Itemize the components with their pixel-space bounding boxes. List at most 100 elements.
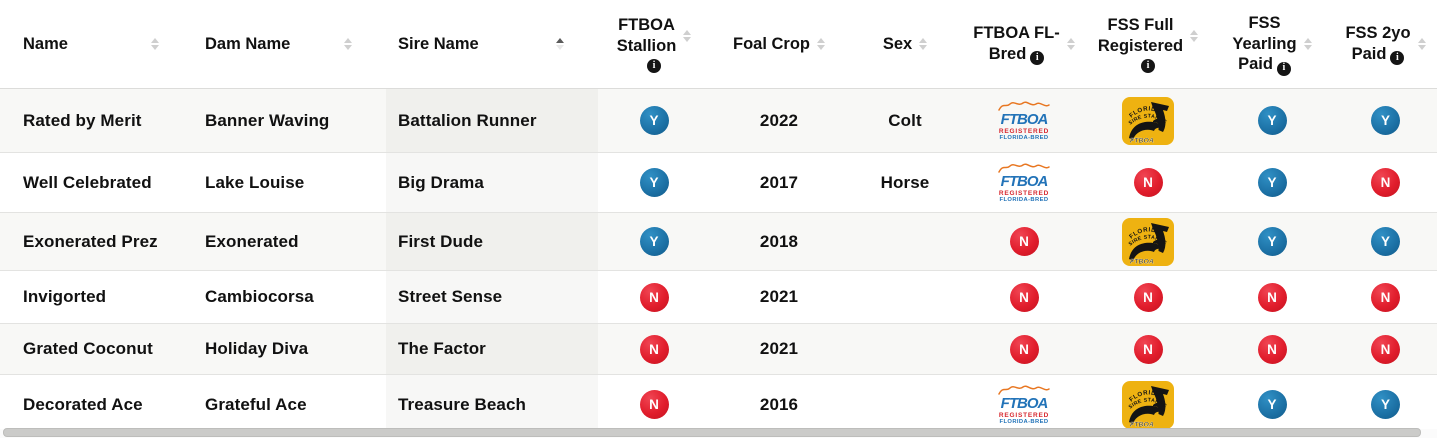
- yes-badge: Y: [639, 168, 669, 197]
- horizontal-scrollbar[interactable]: [0, 428, 1437, 438]
- cell-sex: [848, 324, 962, 374]
- cell-foal-crop: 2018: [759, 231, 799, 251]
- svg-text:FTBOA: FTBOA: [1130, 137, 1154, 144]
- column-header-ftboa-stallion[interactable]: FTBOA Stallion i: [598, 0, 710, 88]
- cell-dam-name: Cambiocorsa: [205, 287, 314, 306]
- column-label: FSS Full Registered: [1097, 15, 1184, 55]
- no-badge: N: [1133, 168, 1163, 197]
- florida-state-icon: [1151, 222, 1169, 253]
- no-badge: N: [639, 282, 669, 312]
- cell-sex: Horse: [880, 172, 930, 192]
- fss-2yo-paid-flag: Y: [1334, 89, 1437, 152]
- column-header-fss-full-registered[interactable]: FSS Full Registered i: [1086, 0, 1210, 88]
- scrollbar-thumb[interactable]: [3, 428, 1421, 437]
- column-header-dam-name[interactable]: Dam Name: [193, 0, 386, 88]
- sort-icon[interactable]: [1303, 38, 1312, 50]
- fss-full-registered-flag: FLORIDA SIRE STAKES FTBOA: [1086, 375, 1210, 434]
- column-header-fss-yearling-paid[interactable]: FSS Yearling Paid i: [1210, 0, 1334, 88]
- yes-badge: Y: [1257, 168, 1287, 197]
- cell-foal-crop: 2022: [759, 110, 799, 130]
- fss-yearling-paid-flag: Y: [1210, 375, 1334, 434]
- ftboa-fl-bred-flag: N: [962, 324, 1086, 374]
- florida-sire-stakes-logo: FLORIDA SIRE STAKES FTBOA: [1122, 96, 1174, 145]
- sort-icon[interactable]: [1417, 38, 1426, 50]
- no-badge: N: [1009, 227, 1039, 256]
- fss-yearling-paid-flag: N: [1210, 271, 1334, 323]
- cell-sire-name: Big Drama: [386, 153, 598, 212]
- ftboa-horses-lineart-icon: [998, 101, 1050, 111]
- sort-icon[interactable]: [1190, 29, 1199, 42]
- cell-name: Well Celebrated: [23, 172, 152, 192]
- no-badge: N: [1009, 282, 1039, 312]
- fss-2yo-paid-flag: Y: [1334, 213, 1437, 270]
- cell-dam-name: Exonerated: [205, 231, 299, 251]
- info-icon[interactable]: i: [647, 59, 661, 74]
- fss-yearling-paid-flag: N: [1210, 324, 1334, 374]
- no-badge: N: [639, 390, 669, 419]
- no-badge: N: [1257, 334, 1287, 364]
- sort-icon[interactable]: [344, 38, 352, 50]
- table-row: Rated by Merit Banner Waving Battalion R…: [0, 89, 1437, 152]
- column-header-fss-2yo-paid[interactable]: FSS 2yo Paid i: [1334, 0, 1437, 88]
- no-badge: N: [639, 334, 669, 364]
- cell-name: Rated by Merit: [23, 110, 142, 130]
- column-header-foal-crop[interactable]: Foal Crop: [710, 0, 848, 88]
- sort-icon[interactable]: [1066, 38, 1075, 50]
- column-label: Foal Crop: [733, 34, 810, 53]
- cell-dam-name: Grateful Ace: [205, 394, 307, 414]
- ftboa-fl-bred-flag: FTBOA REGISTERED FLORIDA-BRED: [962, 375, 1086, 434]
- table-body: Rated by Merit Banner Waving Battalion R…: [0, 89, 1437, 435]
- cell-sex: [848, 213, 962, 270]
- info-icon[interactable]: i: [1390, 51, 1405, 66]
- cell-dam-name: Lake Louise: [205, 172, 305, 192]
- ftboa-registered-florida-bred-logo: FTBOA REGISTERED FLORIDA-BRED: [995, 99, 1053, 142]
- column-label: Dam Name: [205, 34, 291, 53]
- column-header-name[interactable]: Name: [0, 0, 193, 88]
- sort-icon[interactable]: [683, 29, 692, 42]
- column-header-sire-name[interactable]: Sire Name: [386, 0, 598, 88]
- no-badge: N: [1133, 282, 1163, 312]
- column-label: Name: [23, 34, 68, 53]
- cell-dam-name: Banner Waving: [205, 110, 330, 130]
- cell-foal-crop: 2016: [759, 394, 799, 414]
- florida-state-icon: [1151, 101, 1169, 132]
- ftboa-stallion-flag: Y: [598, 89, 710, 152]
- sort-icon[interactable]: [919, 38, 928, 50]
- ftboa-registered-florida-bred-logo: FTBOA REGISTERED FLORIDA-BRED: [995, 161, 1053, 204]
- yes-badge: Y: [1257, 227, 1287, 256]
- fss-full-registered-flag: FLORIDA SIRE STAKES FTBOA: [1086, 213, 1210, 270]
- yes-badge: Y: [639, 106, 669, 135]
- column-label: Sire Name: [398, 34, 479, 53]
- sort-icon[interactable]: [817, 38, 825, 50]
- table-row: Invigorted Cambiocorsa Street Sense N 20…: [0, 270, 1437, 323]
- info-icon[interactable]: i: [1141, 59, 1155, 74]
- yes-badge: Y: [1257, 106, 1287, 135]
- ftboa-stallion-flag: N: [598, 271, 710, 323]
- no-badge: N: [1371, 334, 1400, 364]
- table-row: Exonerated Prez Exonerated First Dude Y …: [0, 212, 1437, 270]
- no-badge: N: [1371, 168, 1400, 197]
- ftboa-stallion-flag: Y: [598, 213, 710, 270]
- no-badge: N: [1009, 334, 1039, 364]
- cell-name: Grated Coconut: [23, 339, 153, 358]
- florida-state-icon: [1151, 385, 1169, 416]
- table-header-row: Name Dam Name Sire Name FTBOA Stallion i…: [0, 0, 1437, 89]
- cell-sire-name: The Factor: [386, 324, 598, 374]
- ftboa-fl-bred-flag: N: [962, 271, 1086, 323]
- yes-badge: Y: [639, 227, 669, 256]
- table-row: Decorated Ace Grateful Ace Treasure Beac…: [0, 374, 1437, 435]
- fss-full-registered-flag: N: [1086, 153, 1210, 212]
- horse-icon: [1129, 121, 1164, 140]
- sort-asc-icon[interactable]: [556, 38, 564, 50]
- cell-foal-crop: 2017: [759, 172, 799, 192]
- yes-badge: Y: [1371, 106, 1400, 135]
- svg-text:FTBOA: FTBOA: [1130, 258, 1154, 265]
- info-icon[interactable]: i: [1030, 51, 1045, 66]
- sort-icon[interactable]: [151, 38, 159, 50]
- yes-badge: Y: [1371, 390, 1400, 419]
- florida-sire-stakes-logo: FLORIDA SIRE STAKES FTBOA: [1122, 217, 1174, 266]
- info-icon[interactable]: i: [1276, 61, 1291, 76]
- column-header-sex[interactable]: Sex: [848, 0, 962, 88]
- cell-sex: Colt: [888, 110, 922, 130]
- column-header-ftboa-fl-bred[interactable]: FTBOA FL- Bred i: [962, 0, 1086, 88]
